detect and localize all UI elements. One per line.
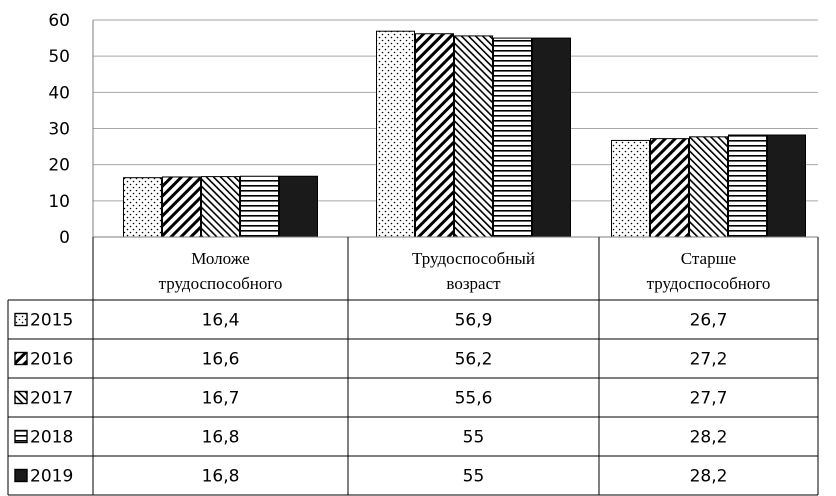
y-tick-label: 60 [48,11,70,31]
category-label: трудоспособного [647,274,771,293]
data-label: 16,8 [202,428,240,448]
legend-label: 2017 [30,389,73,409]
category-label: Старше [681,249,736,268]
data-label: 16,4 [202,311,240,331]
bar-2015-cat-0 [123,177,162,238]
bar-2019-cat-1 [532,37,571,238]
category-label: трудоспособного [159,274,283,293]
data-label: 16,7 [202,389,240,409]
category-label: Трудоспособный [412,249,535,268]
bar-2018-cat-0 [240,175,279,238]
legend-swatch-2016 [14,351,28,366]
category-label: возраст [446,274,501,293]
legend-label: 2015 [30,311,73,331]
data-label: 55 [463,467,485,487]
y-tick-label: 0 [59,228,70,248]
data-label: 28,2 [690,467,728,487]
bar-2015-cat-1 [376,30,415,238]
data-label: 26,7 [690,311,728,331]
data-label: 55,6 [455,389,493,409]
legend-label: 2018 [30,428,73,448]
data-label: 27,2 [690,350,728,370]
bar-2017-cat-0 [201,176,240,238]
legend-label: 2016 [30,350,73,370]
legend-label: 2019 [30,467,73,487]
y-tick-label: 50 [48,47,70,67]
data-label: 28,2 [690,428,728,448]
y-axis: 0 10 20 30 40 50 60 [48,11,818,248]
data-table: Моложе трудоспособного Трудоспособный возра… [7,237,819,496]
bar-2019-cat-2 [767,134,806,238]
y-tick-label: 30 [48,120,70,140]
legend-swatch-2015 [14,312,28,327]
bar-2018-cat-1 [493,37,532,238]
y-tick-label: 40 [48,83,70,103]
y-tick-label: 10 [48,192,70,212]
bar-2018-cat-2 [728,134,767,238]
data-label: 16,8 [202,467,240,487]
bar-2016-cat-1 [415,33,454,238]
bar-2016-cat-2 [650,138,689,238]
legend-swatch-2017 [14,390,28,405]
bars [123,30,806,238]
data-label: 56,9 [455,311,493,331]
category-label: Моложе [191,249,250,268]
legend-swatch-2019 [14,468,28,483]
bar-2016-cat-0 [162,176,201,238]
bar-2017-cat-1 [454,35,493,238]
bar-2017-cat-2 [689,136,728,238]
bar-2015-cat-2 [611,139,650,238]
data-label: 56,2 [455,350,493,370]
bar-2019-cat-0 [279,175,318,238]
y-tick-label: 20 [48,156,70,176]
data-label: 16,6 [202,350,240,370]
data-label: 27,7 [690,389,728,409]
legend-swatch-2018 [14,429,28,444]
data-label: 55 [463,428,485,448]
